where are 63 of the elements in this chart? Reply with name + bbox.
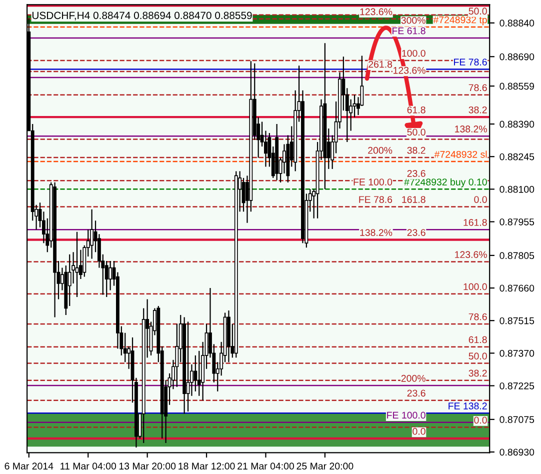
annotation: 200% bbox=[401, 374, 426, 382]
y-tick-label: 0.88390 bbox=[500, 120, 534, 128]
annotation: 261.8 bbox=[368, 60, 392, 68]
y-tick-label: 0.87225 bbox=[500, 382, 534, 390]
x-tick-label: 18 Mar 12:00 bbox=[178, 462, 235, 470]
x-tick-label: 6 Mar 2014 bbox=[4, 462, 54, 470]
y-tick-label: 0.88100 bbox=[500, 186, 534, 193]
annotation: 0.0 bbox=[474, 416, 487, 424]
y-tick-label: 0.87515 bbox=[500, 317, 534, 324]
y-tick-label: 0.86930 bbox=[500, 448, 534, 456]
y-tick-label: 0.87805 bbox=[500, 252, 534, 260]
annotation: 300% bbox=[401, 16, 426, 24]
ref-line-label: FE 100.0 bbox=[387, 412, 426, 419]
annotation: 23.6 bbox=[407, 390, 426, 397]
ref-line-label: FE 138.2 bbox=[448, 402, 487, 410]
y-tick-label: 0.88840 bbox=[500, 20, 534, 27]
ref-line-label: #7248932 tp bbox=[433, 16, 487, 26]
annotation: 61.8 bbox=[468, 336, 487, 344]
annotation: 61.8 bbox=[407, 106, 426, 114]
x-tick-label: 25 Mar 20:00 bbox=[296, 462, 354, 470]
annotation: 138.2% bbox=[360, 229, 392, 236]
annotation: 123.6% bbox=[455, 251, 487, 258]
annotation: 100.0 bbox=[402, 50, 426, 57]
x-tick-label: 13 Mar 20:00 bbox=[119, 462, 176, 470]
y-tick-label: 0.88690 bbox=[500, 53, 534, 60]
annotation: 78.6 bbox=[468, 313, 487, 320]
annotation: 38.2 bbox=[468, 370, 487, 377]
x-tick-label: 11 Mar 04:00 bbox=[60, 462, 116, 470]
annotation: 100.0 bbox=[464, 283, 487, 290]
y-tick-label: 0.87955 bbox=[500, 218, 534, 226]
y-tick-label: 0.88245 bbox=[500, 153, 534, 160]
annotation: 38.2 bbox=[407, 146, 426, 154]
candlestick bbox=[90, 208, 94, 260]
candlestick bbox=[194, 354, 198, 392]
annotation: 0.0 bbox=[474, 196, 487, 203]
candlestick bbox=[68, 254, 72, 307]
annotation: FE 100.0 bbox=[354, 178, 392, 186]
y-tick-label: 0.88559 bbox=[500, 82, 534, 90]
y-tick-label: 0.87370 bbox=[500, 350, 534, 357]
annotation: 0.0 bbox=[412, 428, 426, 435]
annotation: 200% bbox=[368, 146, 392, 154]
annotation: 161.8 bbox=[464, 219, 487, 226]
annotation: 50.0 bbox=[468, 8, 487, 15]
annotation: 50.0 bbox=[407, 128, 426, 136]
annotation: 123.6% bbox=[360, 8, 392, 16]
annotation: FE 78.6 bbox=[359, 196, 392, 203]
annotation: 50.0 bbox=[468, 352, 487, 360]
y-tick-label: 0.87075 bbox=[500, 416, 534, 424]
text: USDCHF,H4 0.88474 0.88694 0.88470 0.88559 bbox=[32, 12, 252, 20]
annotation: 161.8 bbox=[402, 196, 426, 203]
annotation: 138.2% bbox=[455, 126, 487, 132]
annotation: 23.6 bbox=[407, 170, 426, 177]
x-tick-label: 21 Mar 04:00 bbox=[238, 462, 294, 470]
annotation: 78.6 bbox=[468, 84, 487, 92]
ref-line-label: FE 78.6 bbox=[454, 58, 487, 66]
candlestick bbox=[108, 260, 112, 291]
ref-line-label: #7248932 buy 0.10 bbox=[404, 178, 487, 188]
ref-line-label: FE 61.8 bbox=[392, 27, 426, 34]
annotation: 123.6% bbox=[394, 66, 426, 74]
annotation: 23.6 bbox=[407, 229, 426, 236]
y-tick-label: 0.87660 bbox=[500, 284, 534, 292]
annotation: 38.2 bbox=[468, 106, 487, 114]
ref-line-label: #7248932 sl bbox=[434, 150, 487, 158]
